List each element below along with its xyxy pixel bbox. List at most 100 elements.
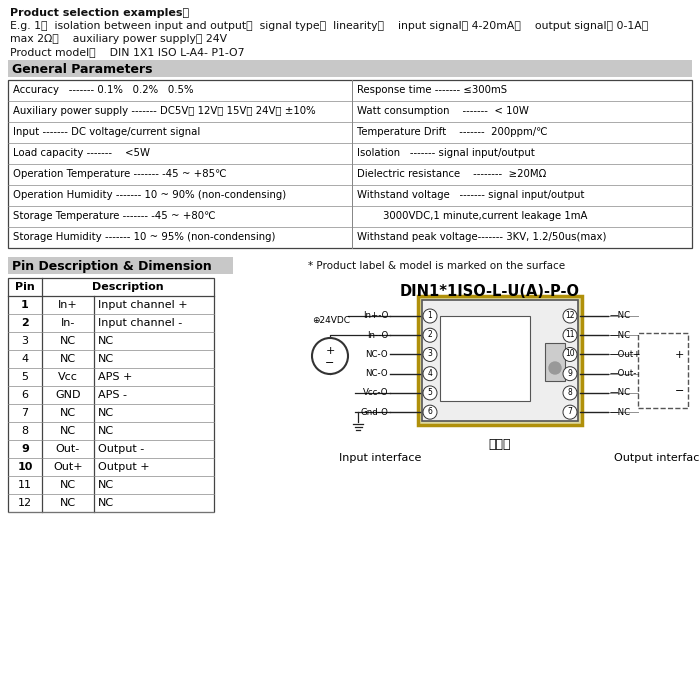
Text: Output interface: Output interface bbox=[614, 453, 700, 463]
Text: —Out-: —Out- bbox=[610, 369, 638, 378]
Text: Pin: Pin bbox=[15, 282, 35, 292]
Text: Operation Temperature ------- -45 ~ +85℃: Operation Temperature ------- -45 ~ +85℃ bbox=[13, 169, 227, 179]
Text: 7: 7 bbox=[22, 408, 29, 418]
Text: —NC: —NC bbox=[610, 312, 631, 321]
Text: NC: NC bbox=[60, 480, 76, 490]
Text: NC: NC bbox=[60, 408, 76, 418]
FancyBboxPatch shape bbox=[422, 300, 578, 421]
Text: 1: 1 bbox=[21, 300, 29, 310]
Text: Auxiliary power supply ------- DC5V、 12V、 15V、 24V、 ±10%: Auxiliary power supply ------- DC5V、 12V… bbox=[13, 106, 316, 116]
Circle shape bbox=[563, 328, 577, 342]
Bar bbox=[8, 257, 233, 274]
Text: 3: 3 bbox=[22, 336, 29, 346]
Text: 12: 12 bbox=[566, 311, 575, 320]
Text: max 2Ω；    auxiliary power supply： 24V: max 2Ω； auxiliary power supply： 24V bbox=[10, 34, 227, 44]
Text: 11: 11 bbox=[18, 480, 32, 490]
Text: 5: 5 bbox=[22, 372, 29, 382]
Text: NC-O: NC-O bbox=[365, 369, 388, 378]
Text: 8: 8 bbox=[22, 426, 29, 436]
Text: NC: NC bbox=[98, 354, 114, 364]
Text: APS +: APS + bbox=[98, 372, 132, 382]
FancyBboxPatch shape bbox=[418, 296, 582, 425]
Text: NC: NC bbox=[60, 354, 76, 364]
Circle shape bbox=[423, 309, 437, 323]
Text: Product model：    DIN 1X1 ISO L-A4- P1-O7: Product model： DIN 1X1 ISO L-A4- P1-O7 bbox=[10, 47, 244, 57]
Bar bbox=[8, 278, 214, 512]
Text: NC: NC bbox=[60, 426, 76, 436]
Text: 4: 4 bbox=[428, 369, 433, 378]
Bar bbox=[638, 333, 688, 408]
Text: E.g. 1：  isolation between input and output；  signal type；  linearity；    input : E.g. 1： isolation between input and outp… bbox=[10, 21, 648, 31]
Bar bbox=[545, 343, 565, 381]
Bar bbox=[8, 60, 692, 77]
Circle shape bbox=[423, 328, 437, 342]
Text: 1: 1 bbox=[428, 311, 433, 320]
Text: —NC: —NC bbox=[610, 407, 631, 416]
Circle shape bbox=[563, 309, 577, 323]
Text: −: − bbox=[675, 386, 684, 396]
Circle shape bbox=[423, 386, 437, 400]
Bar bbox=[8, 80, 692, 248]
Circle shape bbox=[423, 347, 437, 361]
Text: In+-O: In+-O bbox=[363, 312, 388, 321]
Text: Load capacity -------    <5W: Load capacity ------- <5W bbox=[13, 148, 150, 158]
Text: Input ------- DC voltage/current signal: Input ------- DC voltage/current signal bbox=[13, 127, 200, 137]
Text: * Product label & model is marked on the surface: * Product label & model is marked on the… bbox=[308, 261, 565, 271]
Text: —Out+: —Out+ bbox=[610, 350, 641, 359]
Text: 6: 6 bbox=[22, 390, 29, 400]
Text: Out-: Out- bbox=[56, 444, 80, 454]
Circle shape bbox=[423, 367, 437, 381]
Text: —NC: —NC bbox=[610, 330, 631, 340]
Text: NC: NC bbox=[98, 498, 114, 508]
Text: 12: 12 bbox=[18, 498, 32, 508]
Text: NC-O: NC-O bbox=[365, 350, 388, 359]
Text: 6: 6 bbox=[428, 407, 433, 416]
Circle shape bbox=[563, 347, 577, 361]
Circle shape bbox=[563, 405, 577, 419]
Text: 10: 10 bbox=[18, 462, 33, 472]
Text: Vcc: Vcc bbox=[58, 372, 78, 382]
Text: 顶视图: 顶视图 bbox=[489, 438, 511, 451]
Text: Output -: Output - bbox=[98, 444, 144, 454]
Text: 3: 3 bbox=[428, 349, 433, 358]
Text: Storage Humidity ------- 10 ~ 95% (non-condensing): Storage Humidity ------- 10 ~ 95% (non-c… bbox=[13, 232, 276, 242]
Text: 2: 2 bbox=[21, 318, 29, 328]
Text: −: − bbox=[326, 358, 335, 368]
Text: Temperature Drift    -------  200ppm/℃: Temperature Drift ------- 200ppm/℃ bbox=[357, 127, 547, 137]
Text: 2: 2 bbox=[428, 330, 433, 340]
Text: In--O: In--O bbox=[367, 330, 388, 340]
Text: NC: NC bbox=[98, 336, 114, 346]
Text: +: + bbox=[326, 346, 335, 356]
Text: Isolation   ------- signal input/output: Isolation ------- signal input/output bbox=[357, 148, 535, 158]
Text: GND: GND bbox=[55, 390, 80, 400]
Text: In-: In- bbox=[61, 318, 75, 328]
Text: Withstand peak voltage------- 3KV, 1.2/50us(max): Withstand peak voltage------- 3KV, 1.2/5… bbox=[357, 232, 606, 242]
Text: NC: NC bbox=[98, 426, 114, 436]
Text: 7: 7 bbox=[568, 407, 573, 416]
Text: Accuracy   ------- 0.1%   0.2%   0.5%: Accuracy ------- 0.1% 0.2% 0.5% bbox=[13, 85, 193, 95]
Text: NC: NC bbox=[98, 480, 114, 490]
Text: In+: In+ bbox=[58, 300, 78, 310]
Text: —NC: —NC bbox=[610, 389, 631, 398]
Text: Response time ------- ≤300mS: Response time ------- ≤300mS bbox=[357, 85, 507, 95]
Text: 11: 11 bbox=[566, 330, 575, 340]
Text: Gnd-O: Gnd-O bbox=[360, 407, 388, 416]
Text: Product selection examples：: Product selection examples： bbox=[10, 8, 189, 18]
Text: 3000VDC,1 minute,current leakage 1mA: 3000VDC,1 minute,current leakage 1mA bbox=[357, 211, 587, 221]
Text: 9: 9 bbox=[21, 444, 29, 454]
Text: Out+: Out+ bbox=[53, 462, 83, 472]
Text: NC: NC bbox=[60, 498, 76, 508]
Text: 8: 8 bbox=[568, 388, 573, 397]
Text: Storage Temperature ------- -45 ~ +80℃: Storage Temperature ------- -45 ~ +80℃ bbox=[13, 211, 216, 221]
Text: Dielectric resistance    --------  ≥20MΩ: Dielectric resistance -------- ≥20MΩ bbox=[357, 169, 546, 179]
Text: ⊕24VDC: ⊕24VDC bbox=[312, 316, 350, 325]
Circle shape bbox=[312, 338, 348, 374]
Text: DIN1*1ISO-L-U(A)-P-O: DIN1*1ISO-L-U(A)-P-O bbox=[400, 284, 580, 299]
Text: General Parameters: General Parameters bbox=[12, 63, 153, 76]
Text: Pin Description & Dimension: Pin Description & Dimension bbox=[12, 260, 211, 273]
Text: Vcc-O: Vcc-O bbox=[363, 389, 388, 398]
Text: Watt consumption    -------  < 10W: Watt consumption ------- < 10W bbox=[357, 106, 529, 116]
Text: 10: 10 bbox=[565, 349, 575, 358]
Text: APS -: APS - bbox=[98, 390, 127, 400]
Circle shape bbox=[563, 367, 577, 381]
